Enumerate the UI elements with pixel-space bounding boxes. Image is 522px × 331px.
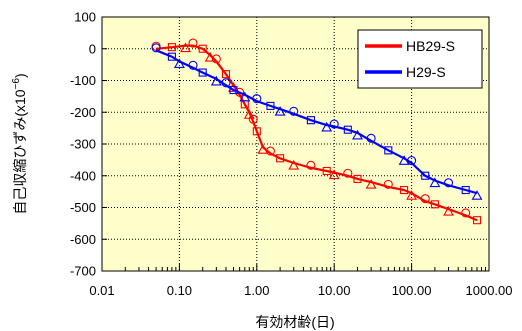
series-layer [151,38,483,225]
data-point-hb29-s [276,154,285,163]
x-tick-label: 0.01 [89,283,114,298]
y-axis-title-close: ) [12,73,28,78]
x-axis-title: 有効材齢(日) [255,314,334,330]
data-point-h29-s [274,105,286,116]
data-point-hb29-s [252,127,261,136]
y-tick-label: 0 [89,41,96,56]
data-point-hb29-s [420,194,430,204]
y-tick-label: -100 [70,73,96,88]
legend-box [357,29,483,89]
data-point-hb29-s [343,168,353,178]
data-point-h29-s [173,58,185,68]
data-point-hb29-s [365,178,377,189]
data-point-h29-s [151,43,161,53]
data-point-h29-s [461,185,470,195]
data-point-hb29-s [211,54,221,64]
x-tick-label: 1.00 [244,283,269,298]
axis-ticks [101,16,486,272]
data-point-h29-s [352,129,363,140]
data-point-hb29-s [430,200,439,209]
data-point-h29-s [398,155,410,165]
data-point-hb29-s [221,70,231,79]
y-axis-title-main: 自己収縮ひずみ(x10 [12,89,28,214]
data-point-h29-s [239,91,251,102]
data-point-hb29-s [248,114,258,124]
series-line-h29-s [155,49,478,195]
y-tick-label: 100 [74,10,96,25]
y-tick-label: -700 [70,264,96,279]
data-point-hb29-s [322,166,331,176]
data-point-h29-s [343,125,352,134]
data-point-hb29-s [461,208,471,218]
data-point-h29-s [471,190,483,200]
data-point-hb29-s [265,146,275,156]
data-point-hb29-s [306,160,316,170]
data-point-hb29-s [353,174,362,183]
data-point-h29-s [252,94,262,104]
data-point-hb29-s [228,82,239,92]
data-point-hb29-s [472,216,482,225]
x-tick-label: 1000.00 [466,283,513,298]
data-point-hb29-s [443,205,454,216]
data-point-h29-s [421,171,430,180]
legend-label-hb29-s: HB29-S [406,38,455,54]
data-point-hb29-s [167,43,176,52]
data-point-h29-s [167,52,176,61]
data-point-h29-s [384,146,393,155]
data-point-hb29-s [188,38,198,48]
data-point-hb29-s [406,190,418,200]
data-point-h29-s [429,177,441,188]
data-point-h29-s [266,101,275,110]
y-tick-label: -600 [70,232,96,247]
data-point-hb29-s [400,185,409,195]
data-point-hb29-s [288,159,300,170]
data-point-h29-s [329,119,339,129]
data-point-h29-s [221,78,231,88]
legend: HB29-S H29-S [357,29,483,89]
tick-labels: 100 0 -100 -200 -300 -400 -500 -600 -700 0.01 0.10… [70,10,513,299]
data-point-h29-s [210,75,222,86]
y-tick-label: -200 [70,105,96,120]
data-point-hb29-s [198,44,207,53]
x-tick-label: 100.00 [392,283,432,298]
y-axis-title: 自己収縮ひずみ(x10−6) [11,73,28,214]
data-point-h29-s [229,85,238,95]
data-point-h29-s [407,156,417,166]
y-axis-title-superscript: −6 [11,78,22,90]
data-point-hb29-s [235,87,245,97]
data-point-hb29-s [257,144,269,154]
data-point-h29-s [366,133,376,143]
data-point-h29-s [443,178,454,188]
data-point-h29-s [321,121,333,132]
data-point-h29-s [289,106,299,116]
data-point-hb29-s [180,42,191,53]
legend-label-h29-s: H29-S [406,64,446,80]
y-tick-label: -400 [70,168,96,183]
data-point-h29-s [188,60,198,70]
data-point-hb29-s [328,169,340,180]
y-tick-label: -300 [70,137,96,152]
y-tick-label: -500 [70,200,96,215]
x-tick-label: 10.00 [318,283,351,298]
data-point-h29-s [198,68,207,77]
data-point-h29-s [306,116,315,125]
data-point-hb29-s [383,179,393,189]
x-tick-label: 0.10 [167,283,192,298]
